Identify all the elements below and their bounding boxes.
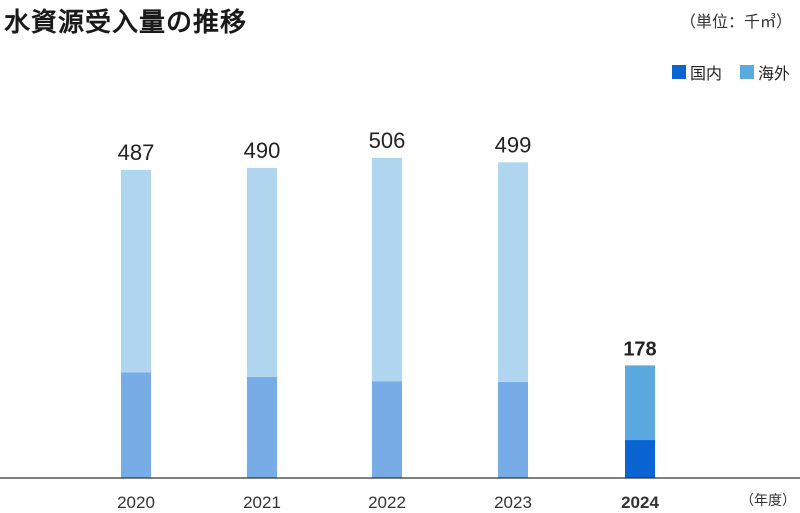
- bar-overseas-2023: [498, 162, 528, 382]
- x-tick-2024: 2024: [621, 493, 659, 512]
- x-tick-2020: 2020: [117, 493, 155, 512]
- data-label-total-2024: 178: [623, 338, 656, 360]
- bar-domestic-2024: [625, 440, 655, 478]
- data-label-total-2020: 487: [118, 140, 155, 165]
- bar-overseas-2022: [372, 157, 402, 382]
- data-label-total-2023: 499: [495, 132, 532, 157]
- bar-overseas-2020: [121, 169, 151, 373]
- legend-swatch-overseas: [739, 65, 754, 79]
- bar-domestic-2020: [121, 372, 151, 478]
- unit-label: （単位：千㎥）: [679, 12, 792, 31]
- bar-overseas-2021: [247, 167, 277, 377]
- bar-domestic-2021: [247, 376, 277, 478]
- bar-domestic-2023: [498, 381, 528, 478]
- legend: 国内 海外: [671, 60, 790, 84]
- bar-domestic-2022: [372, 381, 402, 478]
- legend-swatch-domestic: [671, 65, 686, 79]
- x-axis-unit: （年度）: [740, 493, 796, 509]
- legend-label-overseas: 海外: [757, 64, 790, 83]
- x-tick-2022: 2022: [368, 493, 406, 512]
- data-label-total-2021: 490: [244, 138, 281, 163]
- chart-title: 水資源受入量の推移: [4, 8, 248, 38]
- legend-item-domestic: 国内: [671, 60, 722, 84]
- x-tick-2021: 2021: [243, 493, 281, 512]
- x-tick-2023: 2023: [494, 493, 532, 512]
- legend-item-overseas: 海外: [739, 60, 790, 84]
- data-label-total-2022: 506: [369, 128, 406, 153]
- legend-label-domestic: 国内: [689, 64, 722, 83]
- bar-overseas-2024: [625, 365, 655, 441]
